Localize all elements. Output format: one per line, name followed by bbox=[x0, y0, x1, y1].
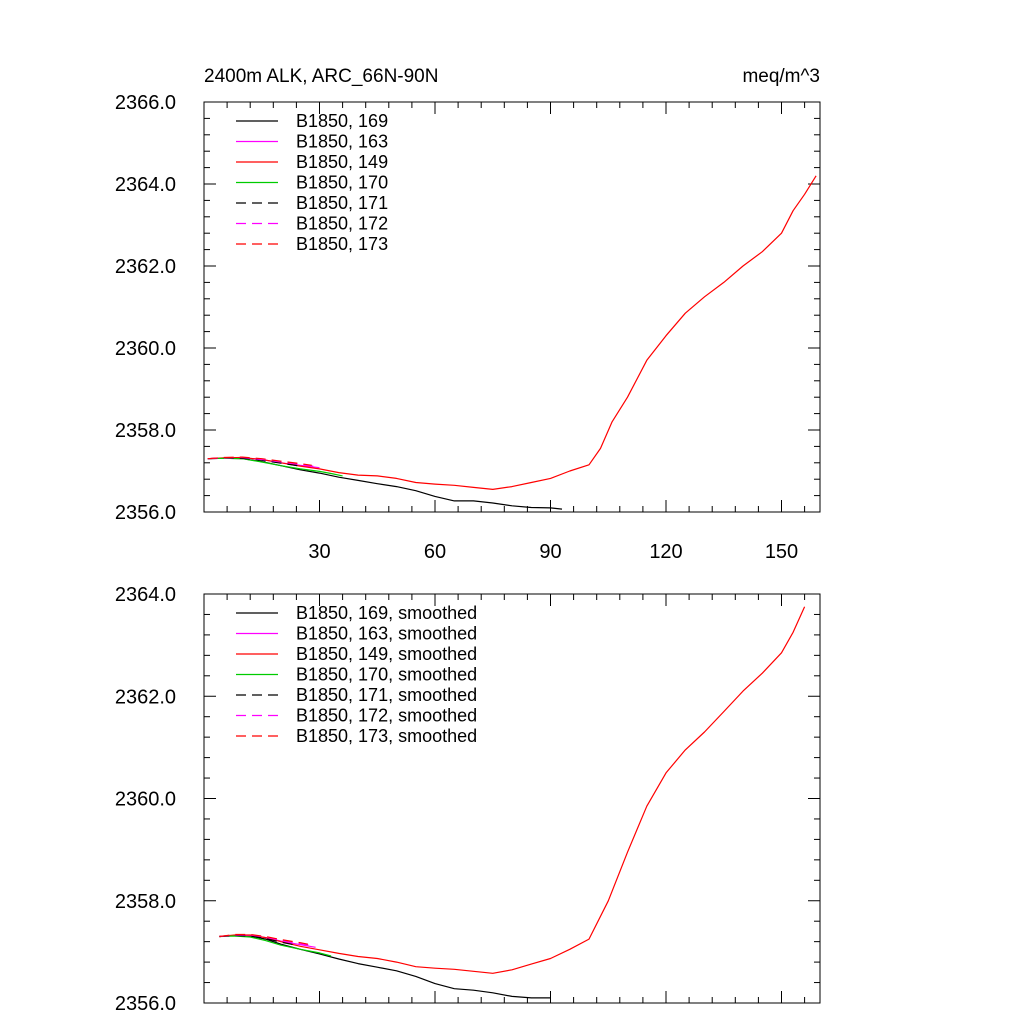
series-line bbox=[219, 933, 309, 945]
legend-label: B1850, 173 bbox=[296, 234, 388, 254]
legend-label: B1850, 149, smoothed bbox=[296, 644, 477, 664]
legend-label: B1850, 163, smoothed bbox=[296, 624, 477, 644]
y-tick-label: 2364.0 bbox=[115, 174, 176, 196]
legend-label: B1850, 169, smoothed bbox=[296, 603, 477, 623]
top-panel: 2400m ALK, ARC_66N-90N meq/m^3 30 60 90 120… bbox=[115, 66, 821, 563]
bottom-panel: 2356.0 2358.0 2360.0 2362.0 2364.0 B1850, 169… bbox=[115, 584, 821, 1015]
legend-label: B1850, 172 bbox=[296, 214, 388, 234]
y-tick-label: 2360.0 bbox=[115, 789, 176, 811]
y-tick-label: 2362.0 bbox=[115, 256, 176, 278]
y-tick-label: 2358.0 bbox=[115, 420, 176, 442]
legend-label: B1850, 171, smoothed bbox=[296, 685, 477, 705]
series-line bbox=[219, 934, 312, 947]
y-tick-label: 2362.0 bbox=[115, 686, 176, 708]
legend-label: B1850, 163 bbox=[296, 132, 388, 152]
x-tick-label: 60 bbox=[424, 541, 446, 563]
x-tick-label: 120 bbox=[649, 541, 682, 563]
series-line bbox=[207, 456, 316, 468]
y-tick-label: 2356.0 bbox=[115, 993, 176, 1015]
legend-label: B1850, 170, smoothed bbox=[296, 665, 477, 685]
legend-label: B1850, 171 bbox=[296, 193, 388, 213]
series-line bbox=[219, 606, 806, 974]
units-label: meq/m^3 bbox=[742, 66, 820, 87]
series-line bbox=[207, 456, 312, 466]
y-tick-label: 2360.0 bbox=[115, 338, 176, 360]
series-line bbox=[219, 934, 297, 946]
legend-label: B1850, 149 bbox=[296, 152, 388, 172]
series-line bbox=[207, 457, 563, 510]
y-tick-label: 2358.0 bbox=[115, 891, 176, 913]
panel-title: 2400m ALK, ARC_66N-90N bbox=[204, 66, 438, 87]
legend-label: B1850, 173, smoothed bbox=[296, 726, 477, 746]
legend-label: B1850, 170 bbox=[296, 173, 388, 193]
series-line bbox=[207, 175, 817, 490]
plot-frame bbox=[203, 101, 821, 513]
y-tick-label: 2366.0 bbox=[115, 92, 176, 114]
legend-label: B1850, 169 bbox=[296, 111, 388, 131]
x-tick-label: 90 bbox=[539, 541, 561, 563]
y-tick-label: 2356.0 bbox=[115, 502, 176, 524]
y-tick-label: 2364.0 bbox=[115, 584, 176, 606]
x-tick-label: 150 bbox=[765, 541, 798, 563]
x-tick-label: 30 bbox=[308, 541, 330, 563]
legend-label: B1850, 172, smoothed bbox=[296, 706, 477, 726]
series-line bbox=[219, 934, 551, 999]
